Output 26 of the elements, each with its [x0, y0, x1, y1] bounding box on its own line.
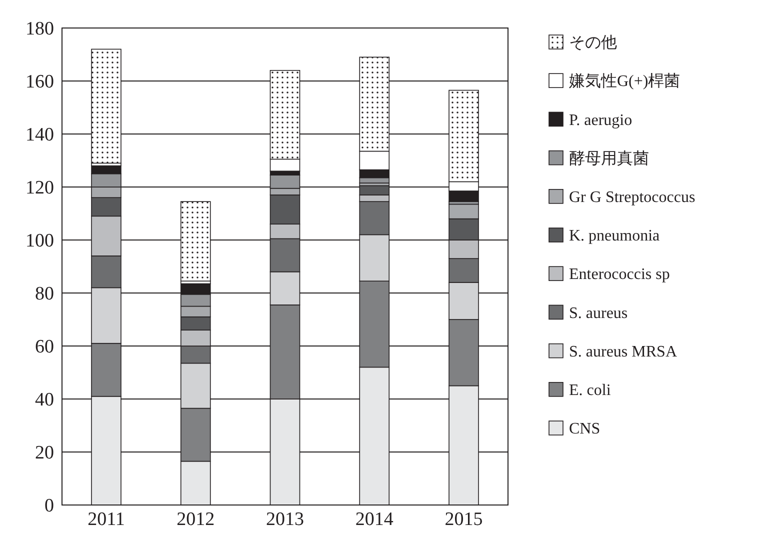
legend-label: K. pneumonia [569, 228, 660, 245]
legend-label: P. aerugio [569, 112, 632, 129]
legend-label: S. aureus [569, 304, 628, 322]
y-tick-label: 160 [26, 72, 54, 93]
y-tick-label: 180 [26, 18, 54, 40]
y-tick-label: 0 [44, 496, 54, 517]
legend-label: Enterococcis sp [569, 266, 670, 284]
x-tick-label: 2011 [88, 509, 125, 530]
legend-label: Gr G Streptococcus [569, 189, 696, 206]
x-tick-label: 2012 [176, 509, 215, 530]
y-tick-label: 40 [35, 390, 54, 411]
x-tick-label: 2013 [266, 509, 304, 530]
legend-label: 酵母用真菌 [569, 149, 649, 168]
legend-label: S. aureus MRSA [569, 343, 678, 360]
y-tick-label: 140 [26, 124, 54, 146]
legend-label: 嫌気性G(+)桿菌 [569, 72, 680, 90]
legend-label: E. coli [569, 382, 612, 399]
x-tick-label: 2014 [355, 509, 394, 530]
legend-label: CNS [569, 420, 600, 438]
y-tick-label: 60 [35, 336, 54, 358]
y-tick-label: 100 [26, 230, 54, 252]
y-tick-label: 20 [35, 442, 54, 464]
x-tick-label: 2015 [444, 509, 483, 530]
y-tick-label: 80 [35, 284, 54, 305]
legend-label: その他 [569, 34, 617, 52]
y-tick-label: 120 [26, 178, 54, 199]
